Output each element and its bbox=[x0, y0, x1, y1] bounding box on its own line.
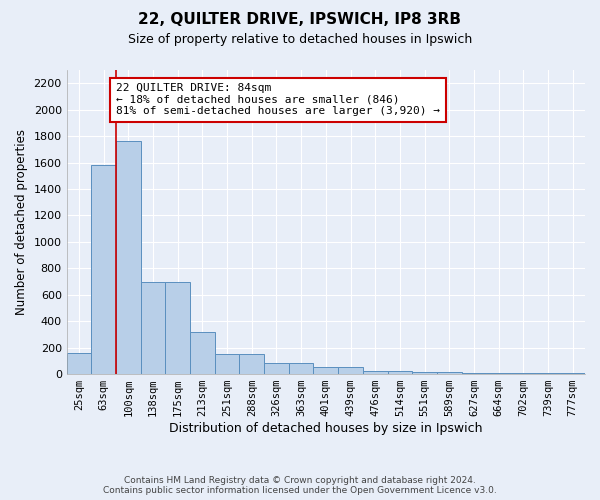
Bar bbox=[141, 282, 166, 374]
Bar bbox=[67, 353, 91, 374]
Bar bbox=[486, 373, 511, 374]
Bar bbox=[313, 368, 338, 374]
Text: 22, QUILTER DRIVE, IPSWICH, IP8 3RB: 22, QUILTER DRIVE, IPSWICH, IP8 3RB bbox=[139, 12, 461, 28]
Bar bbox=[166, 282, 190, 374]
Y-axis label: Number of detached properties: Number of detached properties bbox=[15, 129, 28, 315]
Bar bbox=[388, 372, 412, 374]
Text: Size of property relative to detached houses in Ipswich: Size of property relative to detached ho… bbox=[128, 32, 472, 46]
Bar bbox=[215, 354, 239, 374]
Bar bbox=[91, 165, 116, 374]
Bar bbox=[461, 373, 486, 374]
Bar bbox=[412, 372, 437, 374]
Text: 22 QUILTER DRIVE: 84sqm
← 18% of detached houses are smaller (846)
81% of semi-d: 22 QUILTER DRIVE: 84sqm ← 18% of detache… bbox=[116, 83, 440, 116]
Bar bbox=[264, 363, 289, 374]
Bar bbox=[190, 332, 215, 374]
Bar bbox=[289, 363, 313, 374]
Bar bbox=[116, 142, 141, 374]
Bar bbox=[239, 354, 264, 374]
X-axis label: Distribution of detached houses by size in Ipswich: Distribution of detached houses by size … bbox=[169, 422, 482, 435]
Bar bbox=[338, 368, 363, 374]
Bar bbox=[437, 372, 461, 374]
Text: Contains HM Land Registry data © Crown copyright and database right 2024.
Contai: Contains HM Land Registry data © Crown c… bbox=[103, 476, 497, 495]
Bar bbox=[363, 371, 388, 374]
